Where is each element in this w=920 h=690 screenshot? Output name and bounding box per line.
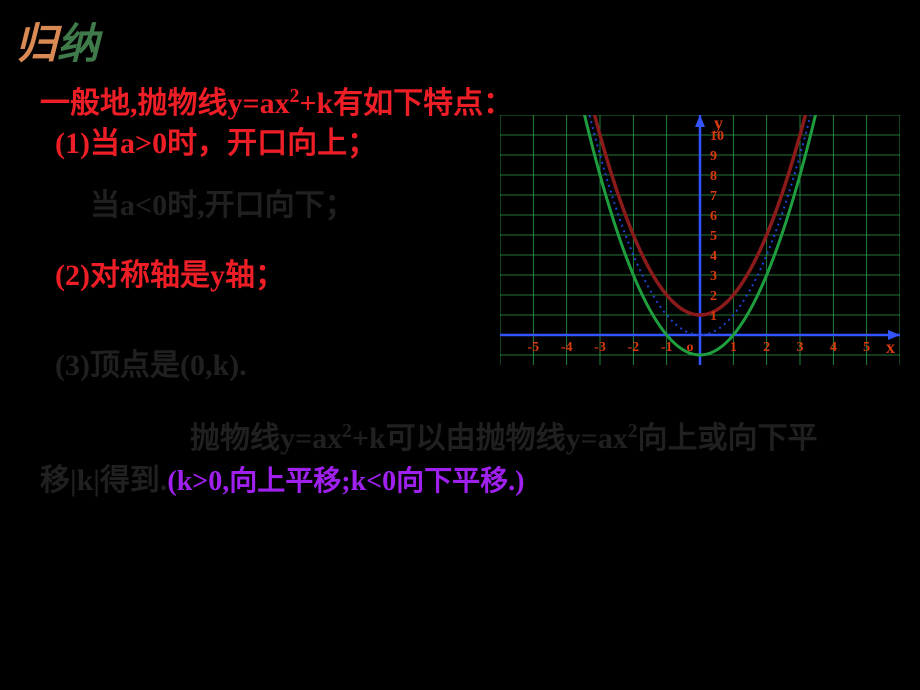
svg-text:-3: -3 (594, 340, 606, 355)
main-title: 一般地,抛物线y=ax2+k有如下特点： (40, 78, 513, 122)
svg-text:1: 1 (710, 309, 717, 324)
point-2: (2)对称轴是y轴； (55, 250, 285, 294)
svg-text:-2: -2 (627, 340, 639, 355)
svg-text:4: 4 (710, 249, 717, 264)
svg-text:4: 4 (830, 340, 837, 355)
svg-text:o: o (687, 340, 694, 355)
paragraph: 抛物线y=ax2+k可以由抛物线y=ax2向上或向下平移|k|得到.(k>0,向… (40, 418, 870, 502)
header-char1: 归 (15, 22, 57, 68)
svg-text:2: 2 (763, 340, 770, 355)
svg-text:-5: -5 (527, 340, 539, 355)
summary-header: 归纳 (15, 10, 99, 71)
parabola-chart: -5-4-3-2-11234512345678910oxy (500, 115, 900, 365)
svg-text:2: 2 (710, 289, 717, 304)
shift-note: (k>0,向上平移;k<0向下平移.) (167, 466, 524, 497)
svg-text:x: x (886, 337, 895, 357)
svg-text:8: 8 (710, 169, 717, 184)
svg-text:7: 7 (710, 189, 717, 204)
point-1a: (1)当a>0时，开口向上； (55, 118, 455, 162)
svg-text:5: 5 (710, 229, 717, 244)
svg-text:-4: -4 (561, 340, 573, 355)
point-3: (3)顶点是(0,k). (55, 340, 247, 384)
svg-text:6: 6 (710, 209, 717, 224)
header-char2: 纳 (57, 22, 99, 68)
svg-text:3: 3 (710, 269, 717, 284)
svg-text:3: 3 (797, 340, 804, 355)
svg-text:y: y (714, 115, 723, 133)
svg-text:9: 9 (710, 149, 717, 164)
point-1b: 当a<0时,开口向下； (90, 180, 355, 224)
svg-text:1: 1 (730, 340, 737, 355)
svg-text:5: 5 (863, 340, 870, 355)
svg-text:-1: -1 (661, 340, 673, 355)
